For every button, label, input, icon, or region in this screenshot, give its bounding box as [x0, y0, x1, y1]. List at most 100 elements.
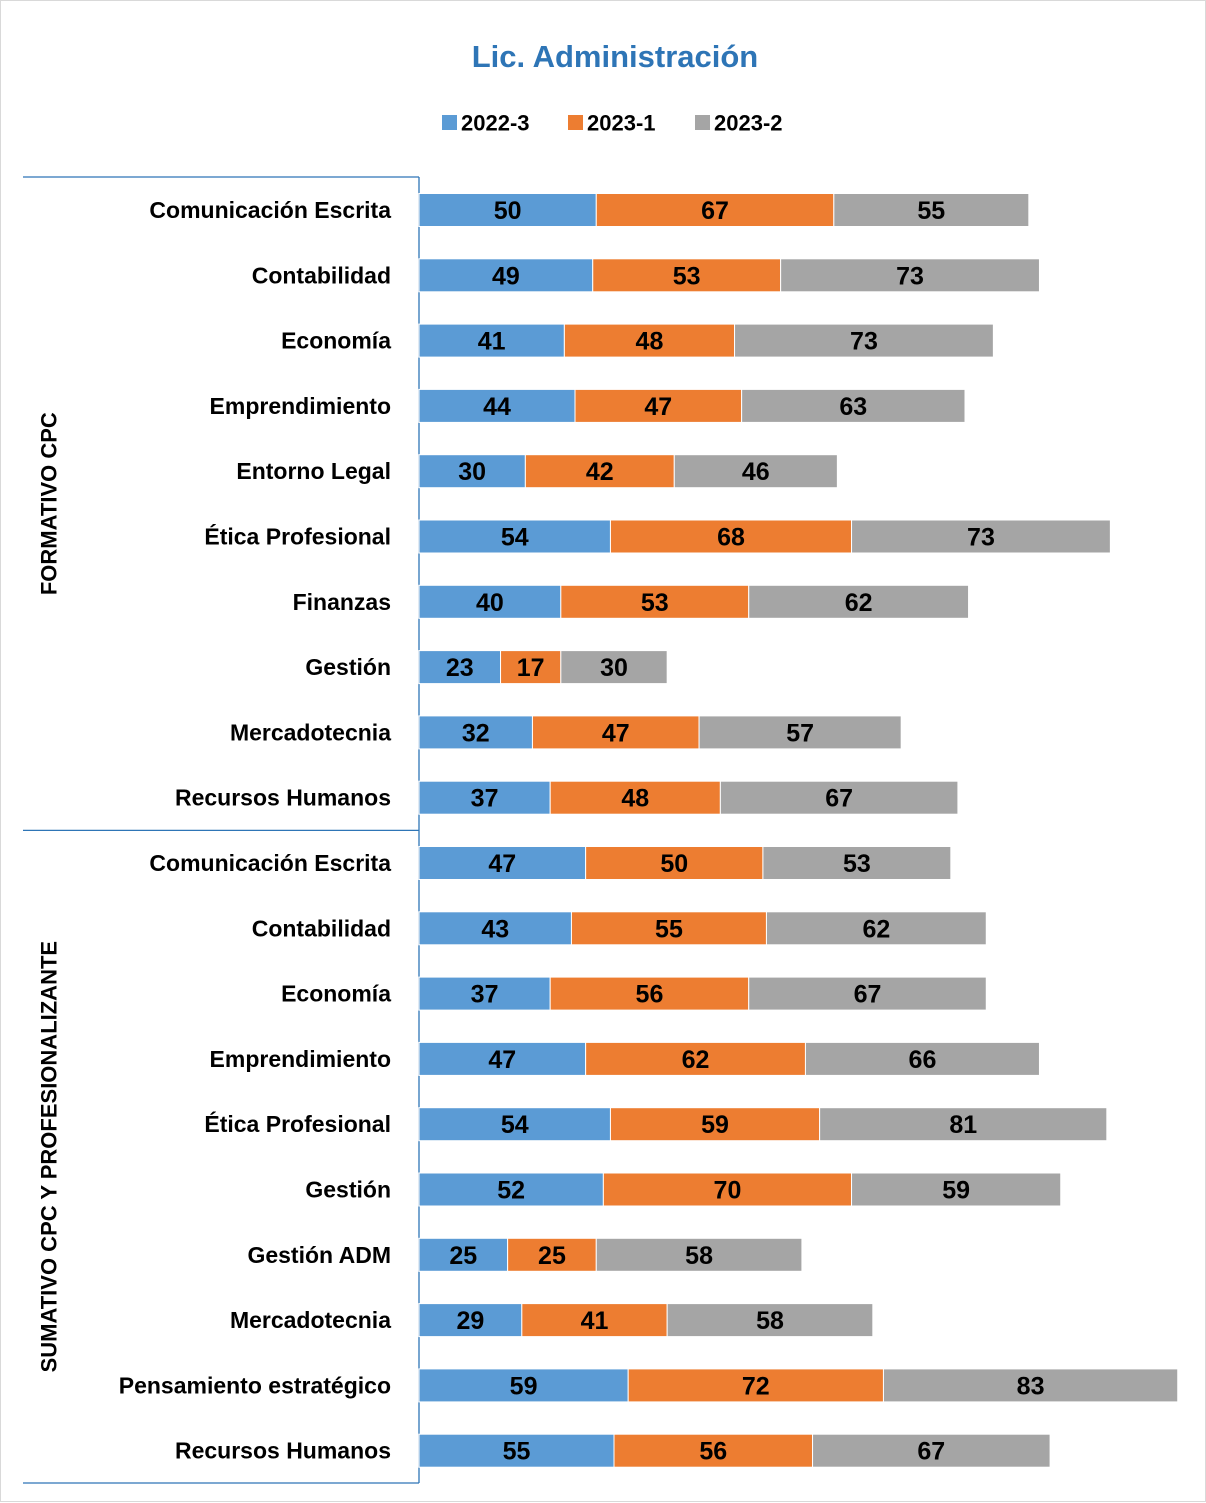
value-label: 54 — [501, 1111, 529, 1139]
bar-segment — [549, 780, 721, 815]
bar-segment — [418, 1433, 615, 1468]
bar-segment — [595, 1237, 803, 1272]
bar-segment — [812, 1433, 1051, 1468]
value-label: 40 — [476, 589, 504, 617]
bar-segment — [595, 193, 835, 227]
bar-segment — [609, 519, 853, 554]
category-labels: Comunicación Escrita Contabilidad Economía… — [119, 197, 391, 1464]
bar-segment — [418, 1368, 629, 1403]
value-label: 81 — [949, 1111, 977, 1139]
bar-segment — [418, 911, 572, 946]
legend-swatch-1 — [442, 115, 457, 130]
value-label: 73 — [967, 524, 995, 552]
value-label: 59 — [510, 1372, 538, 1400]
value-label: 23 — [446, 654, 474, 682]
legend-label-3: 2023-2 — [714, 111, 783, 136]
bar-segment — [549, 976, 750, 1011]
category-label: Mercadotecnia — [230, 1307, 391, 1333]
bar-segment — [418, 780, 551, 815]
group-labels: FORMATIVO CPC SUMATIVO CPC Y PROFESIONALI… — [37, 412, 62, 1372]
bar-segment — [666, 1303, 874, 1338]
category-label: Comunicación Escrita — [149, 197, 391, 223]
category-label: Economía — [281, 981, 391, 1007]
bar-segment — [418, 388, 576, 423]
bar-segment — [418, 1107, 611, 1142]
value-label: 50 — [660, 850, 688, 878]
category-label: Pensamiento estratégico — [119, 1372, 391, 1398]
value-label: 62 — [845, 589, 873, 617]
value-label: 57 — [786, 719, 814, 747]
value-label: 54 — [501, 524, 529, 552]
bar-segment — [851, 519, 1111, 554]
category-label: Ética Profesional — [204, 523, 391, 550]
value-label: 73 — [850, 328, 878, 356]
bars — [418, 193, 1179, 1468]
value-label: 70 — [714, 1177, 742, 1205]
bar-segment — [563, 323, 736, 358]
category-label: Gestión ADM — [247, 1242, 391, 1268]
value-label: 41 — [478, 328, 506, 356]
value-label: 67 — [825, 785, 853, 813]
value-label: 49 — [492, 262, 520, 290]
value-label: 32 — [462, 719, 490, 747]
bar-segment — [418, 1041, 587, 1076]
value-label: 37 — [471, 981, 499, 1009]
value-label: 47 — [488, 1046, 516, 1074]
category-label: Gestión — [305, 1177, 391, 1203]
value-label: 48 — [636, 328, 664, 356]
bar-segment — [602, 1172, 853, 1207]
bar-segment — [524, 454, 675, 489]
value-label: 58 — [756, 1307, 784, 1335]
bar-segment — [819, 1107, 1108, 1142]
bar-segment — [734, 323, 994, 358]
value-label: 47 — [644, 393, 672, 421]
bar-segment — [765, 911, 987, 946]
bar-segment — [698, 715, 902, 750]
bar-segment — [780, 258, 1040, 293]
value-label: 44 — [483, 393, 511, 421]
group-label-2: SUMATIVO CPC Y PROFESIONALIZANTE — [37, 941, 62, 1372]
value-label: 53 — [843, 850, 871, 878]
bar-segment — [673, 454, 838, 489]
bar-segment — [804, 1041, 1040, 1076]
group-label-1: FORMATIVO CPC — [37, 412, 62, 595]
value-label: 72 — [742, 1372, 770, 1400]
category-label: Emprendimiento — [210, 393, 391, 419]
bar-segment — [882, 1368, 1179, 1403]
value-label: 62 — [862, 915, 890, 943]
value-label: 25 — [449, 1242, 477, 1270]
bar-segment — [418, 258, 594, 293]
value-label: 59 — [701, 1111, 729, 1139]
value-label: 50 — [494, 197, 522, 225]
category-label: Recursos Humanos — [175, 785, 391, 811]
legend-label-1: 2022-3 — [461, 111, 530, 136]
value-label: 17 — [517, 654, 545, 682]
value-label: 67 — [854, 981, 882, 1009]
value-label: 66 — [909, 1046, 937, 1074]
value-labels: 50 67 55 49 53 73 41 48 73 44 47 63 30 42 46 54 68 73 40 53… — [446, 197, 1045, 1466]
bar-segment — [560, 584, 750, 619]
bar-segment — [719, 780, 959, 815]
value-label: 58 — [685, 1242, 713, 1270]
bar-segment — [418, 715, 533, 750]
category-label: Emprendimiento — [210, 1046, 391, 1072]
bar-segment — [748, 976, 987, 1011]
bar-segment — [418, 1172, 604, 1207]
value-label: 46 — [742, 458, 770, 486]
category-label: Economía — [281, 328, 391, 354]
value-label: 43 — [481, 915, 509, 943]
value-label: 47 — [488, 850, 516, 878]
value-label: 67 — [917, 1438, 945, 1466]
bar-segment — [748, 584, 970, 619]
value-label: 52 — [497, 1177, 525, 1205]
group-separators — [23, 176, 420, 1484]
bar-segment — [762, 846, 952, 880]
value-label: 73 — [896, 262, 924, 290]
value-label: 56 — [636, 981, 664, 1009]
bar-segment — [833, 193, 1030, 227]
category-label: Recursos Humanos — [175, 1438, 391, 1464]
value-label: 55 — [917, 197, 945, 225]
chart-title: Lic. Administración — [472, 39, 759, 74]
